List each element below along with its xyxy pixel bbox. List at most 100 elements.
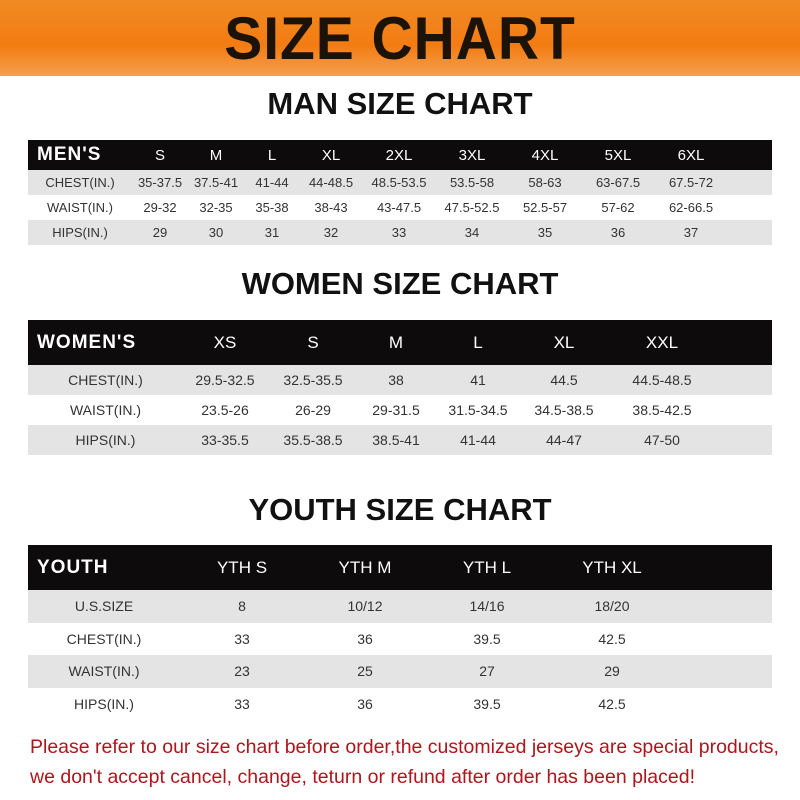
- cell: 47.5-52.5: [444, 200, 500, 215]
- men-title: MAN SIZE CHART: [267, 86, 533, 121]
- row-label: HIPS(IN.): [74, 695, 134, 712]
- table-header: MEN'S S M L XL 2XL 3XL 4XL 5XL 6XL: [28, 140, 772, 170]
- row-label: CHEST(IN.): [45, 175, 115, 190]
- cell: 52.5-57: [522, 200, 568, 215]
- row-label: WAIST(IN.): [47, 200, 113, 215]
- cell: 29-31.5: [372, 402, 420, 418]
- table-header: WOMEN'S XS S M L XL XXL: [28, 320, 772, 365]
- cell: 29.5-32.5: [195, 372, 255, 388]
- cell: 44.5: [550, 372, 578, 388]
- youth-size-table: YOUTH YTH S YTH M YTH L YTH XL U.S.SIZE 8 10/12…: [28, 545, 772, 720]
- table-row: U.S.SIZE 8 10/12 14/16 18/20: [28, 590, 772, 623]
- cell: M: [209, 146, 223, 164]
- cell: 36: [610, 225, 626, 240]
- cell: 3XL: [458, 146, 486, 164]
- cell: 14/16: [469, 598, 505, 615]
- cell: 2XL: [385, 146, 413, 164]
- cell: 44.5-48.5: [632, 372, 692, 388]
- table-row: WAIST(IN.) 29-32 32-35 35-38 38-43 43-47.5 47.…: [28, 195, 772, 220]
- row-label: MEN'S: [37, 144, 102, 165]
- cell: 10/12: [347, 598, 383, 615]
- cell: 30: [208, 225, 224, 240]
- cell: 37.5-41: [193, 175, 239, 190]
- cell: 42.5: [598, 695, 626, 712]
- cell: XL: [553, 332, 575, 352]
- table-header: YOUTH YTH S YTH M YTH L YTH XL: [28, 545, 772, 590]
- men-size-table: MEN'S S M L XL 2XL 3XL 4XL 5XL 6XL CHEST(IN.) 35-37…: [28, 140, 772, 245]
- cell: 37: [683, 225, 699, 240]
- cell: 31: [264, 225, 280, 240]
- cell: 23: [234, 663, 250, 680]
- row-label: CHEST(IN.): [68, 372, 143, 388]
- cell: 32: [323, 225, 339, 240]
- cell: XS: [213, 332, 237, 352]
- women-size-table: WOMEN'S XS S M L XL XXL CHEST(IN.) 29.5-32.5 32.5…: [28, 320, 772, 455]
- cell: 32-35: [199, 200, 233, 215]
- cell: 38.5-41: [372, 432, 420, 448]
- cell: 8: [238, 598, 246, 615]
- cell: 39.5: [473, 630, 501, 647]
- cell: 41: [470, 372, 486, 388]
- cell: 33-35.5: [201, 432, 249, 448]
- cell: 47-50: [644, 432, 680, 448]
- cell: S: [154, 146, 165, 164]
- cell: 33: [234, 695, 250, 712]
- table-row: WAIST(IN.) 23.5-26 26-29 29-31.5 31.5-34.5 34…: [28, 395, 772, 425]
- cell: YTH XL: [582, 557, 642, 577]
- cell: 35-37.5: [137, 175, 183, 190]
- cell: 35.5-38.5: [283, 432, 343, 448]
- cell: 62-66.5: [668, 200, 714, 215]
- row-label: CHEST(IN.): [66, 630, 142, 647]
- cell: S: [307, 332, 319, 352]
- cell: 38.5-42.5: [632, 402, 692, 418]
- row-label: U.S.SIZE: [74, 598, 134, 615]
- cell: 63-67.5: [595, 175, 641, 190]
- cell: 36: [357, 695, 373, 712]
- cell: 35: [537, 225, 553, 240]
- disclaimer-note: Please refer to our size chart before or…: [30, 732, 790, 792]
- cell: 33: [391, 225, 407, 240]
- cell: 27: [479, 663, 495, 680]
- cell: M: [388, 332, 404, 352]
- table-row: CHEST(IN.) 33 36 39.5 42.5: [28, 623, 772, 656]
- cell: YTH S: [216, 557, 268, 577]
- table-row: WAIST(IN.) 23 25 27 29: [28, 655, 772, 688]
- cell: 58-63: [528, 175, 562, 190]
- row-label: HIPS(IN.): [52, 225, 108, 240]
- cell: 48.5-53.5: [371, 175, 427, 190]
- cell: 6XL: [677, 146, 705, 164]
- table-row: HIPS(IN.) 33 36 39.5 42.5: [28, 688, 772, 721]
- cell: 29: [604, 663, 620, 680]
- cell: 57-62: [601, 200, 635, 215]
- cell: 29-32: [143, 200, 177, 215]
- cell: L: [267, 146, 277, 164]
- cell: XXL: [645, 332, 679, 352]
- cell: XL: [321, 146, 341, 164]
- cell: 39.5: [473, 695, 501, 712]
- cell: 25: [357, 663, 373, 680]
- cell: 32.5-35.5: [283, 372, 343, 388]
- banner-title: SIZE CHART: [224, 4, 576, 72]
- banner: SIZE CHART: [0, 0, 800, 76]
- cell: 43-47.5: [376, 200, 422, 215]
- cell: 41-44: [255, 175, 289, 190]
- note-line-2: we don't accept cancel, change, teturn o…: [30, 766, 695, 788]
- cell: 33: [234, 630, 250, 647]
- cell: 31.5-34.5: [448, 402, 508, 418]
- cell: YTH L: [462, 557, 512, 577]
- table-row: CHEST(IN.) 35-37.5 37.5-41 41-44 44-48.5 48.5…: [28, 170, 772, 195]
- cell: 35-38: [255, 200, 289, 215]
- cell: 5XL: [604, 146, 632, 164]
- cell: 18/20: [594, 598, 630, 615]
- table-row: HIPS(IN.) 33-35.5 35.5-38.5 38.5-41 41-44 44-…: [28, 425, 772, 455]
- cell: L: [473, 332, 483, 352]
- youth-title: YOUTH SIZE CHART: [248, 492, 552, 527]
- cell: 53.5-58: [449, 175, 495, 190]
- cell: 36: [357, 630, 373, 647]
- cell: 67.5-72: [668, 175, 714, 190]
- table-row: CHEST(IN.) 29.5-32.5 32.5-35.5 38 41 44.5 44.5…: [28, 365, 772, 395]
- cell: 26-29: [295, 402, 331, 418]
- cell: 41-44: [460, 432, 496, 448]
- cell: 44-47: [546, 432, 582, 448]
- women-title: WOMEN SIZE CHART: [241, 266, 559, 301]
